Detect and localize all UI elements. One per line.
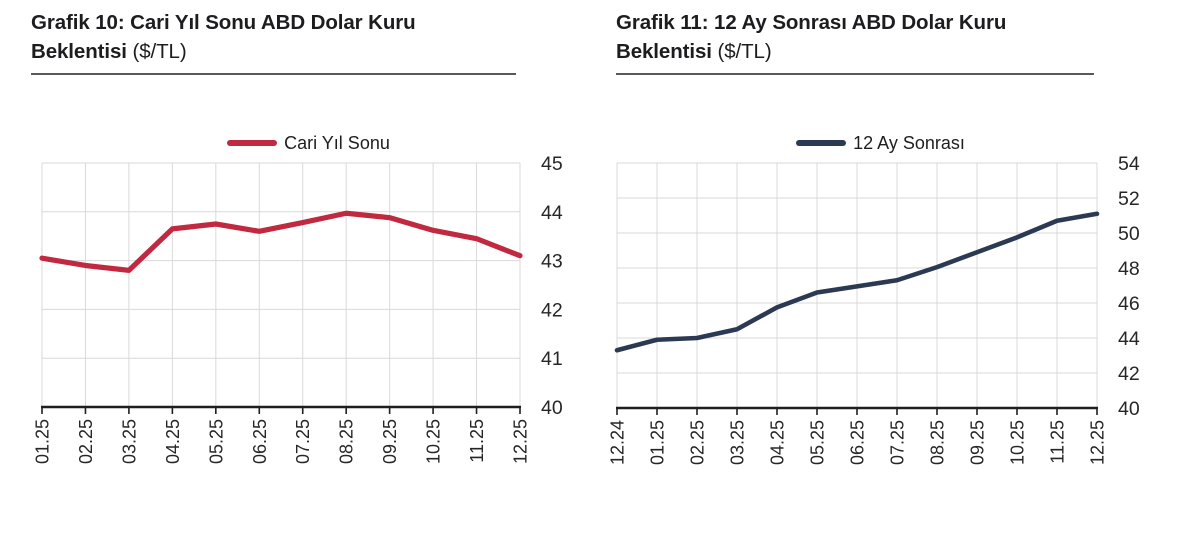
line-chart-grafik-11: 40 42 44 46 48 50 52 54 12.24 01.25 02.25 03.25 04.2… [608, 153, 1140, 465]
x-axis-label: 05.25 [206, 419, 226, 464]
legend: Cari Yıl Sonu [42, 133, 575, 153]
data-line [39, 210, 523, 273]
x-axis-label: 09.25 [380, 419, 400, 464]
x-axis-label: 12.24 [608, 420, 628, 465]
y-axis-label: 42 [1118, 363, 1140, 385]
legend-line-swatch [796, 140, 847, 146]
y-axis-label: 50 [1118, 223, 1140, 245]
chart-title-line2: Beklentisi [616, 40, 712, 63]
y-axis-label: 54 [1118, 153, 1140, 175]
chart-title-line1: Grafik 11: 12 Ay Sonrası ABD Dolar Kuru [616, 11, 1007, 34]
line-chart-grafik-10: 40 41 42 43 44 45 01.25 02.25 03.25 04.25 05.25 06.… [33, 153, 563, 464]
x-axis-label: 06.25 [848, 420, 868, 465]
y-axis-label: 40 [541, 397, 563, 419]
x-axis-label: 12.25 [1088, 420, 1108, 465]
x-axis-label: 06.25 [250, 419, 270, 464]
figure-grafik-10: Grafik 10: Cari Yıl Sonu ABD Dolar Kuru … [31, 8, 575, 464]
x-axis-label: 04.25 [768, 420, 788, 465]
x-axis-label: 12.25 [511, 419, 531, 464]
y-axis-label: 42 [541, 299, 563, 321]
x-axis-label: 10.25 [424, 419, 444, 464]
x-axis-label: 03.25 [728, 420, 748, 465]
x-axis-label: 07.25 [293, 419, 313, 464]
x-axis-label: 01.25 [648, 420, 668, 465]
legend: 12 Ay Sonrası [617, 133, 1144, 153]
x-axis-label: 02.25 [76, 419, 96, 464]
y-axis-label: 44 [1118, 328, 1140, 350]
x-axis-label: 02.25 [688, 420, 708, 465]
chart-title: Grafik 10: Cari Yıl Sonu ABD Dolar Kuru … [31, 8, 416, 66]
y-axis-label: 48 [1118, 258, 1140, 280]
x-axis-label: 08.25 [337, 419, 357, 464]
y-axis-label: 52 [1118, 188, 1140, 210]
y-axis-label: 41 [541, 348, 563, 370]
y-axis-label: 45 [541, 153, 563, 175]
legend-label: Cari Yıl Sonu [284, 132, 390, 153]
y-axis-label: 46 [1118, 293, 1140, 315]
chart-title-unit: ($/TL) [132, 40, 187, 63]
legend-label: 12 Ay Sonrası [853, 132, 965, 153]
legend-line-swatch [227, 140, 278, 146]
x-axis-label: 11.25 [467, 419, 487, 463]
y-axis-label: 43 [541, 251, 563, 273]
x-axis-label: 08.25 [928, 420, 948, 465]
x-axis-label: 04.25 [163, 419, 183, 464]
y-axis-label: 40 [1118, 398, 1140, 420]
chart-title: Grafik 11: 12 Ay Sonrası ABD Dolar Kuru … [616, 8, 1006, 66]
x-axis-label: 09.25 [968, 420, 988, 465]
x-axis-label: 10.25 [1008, 420, 1028, 465]
x-axis-label: 11.25 [1048, 420, 1068, 464]
data-line [614, 211, 1100, 353]
x-axis-label: 01.25 [33, 419, 53, 464]
x-axis-label: 05.25 [808, 420, 828, 465]
y-axis-label: 44 [541, 202, 563, 224]
figure-grafik-11: Grafik 11: 12 Ay Sonrası ABD Dolar Kuru … [600, 0, 1200, 545]
x-axis-label: 03.25 [119, 419, 139, 464]
title-underline [616, 73, 1094, 75]
x-axis-label: 07.25 [888, 420, 908, 465]
title-underline [31, 73, 516, 75]
chart-title-line1: Grafik 10: Cari Yıl Sonu ABD Dolar Kuru [31, 11, 416, 34]
chart-title-unit: ($/TL) [717, 40, 772, 63]
chart-title-line2: Beklentisi [31, 40, 127, 63]
